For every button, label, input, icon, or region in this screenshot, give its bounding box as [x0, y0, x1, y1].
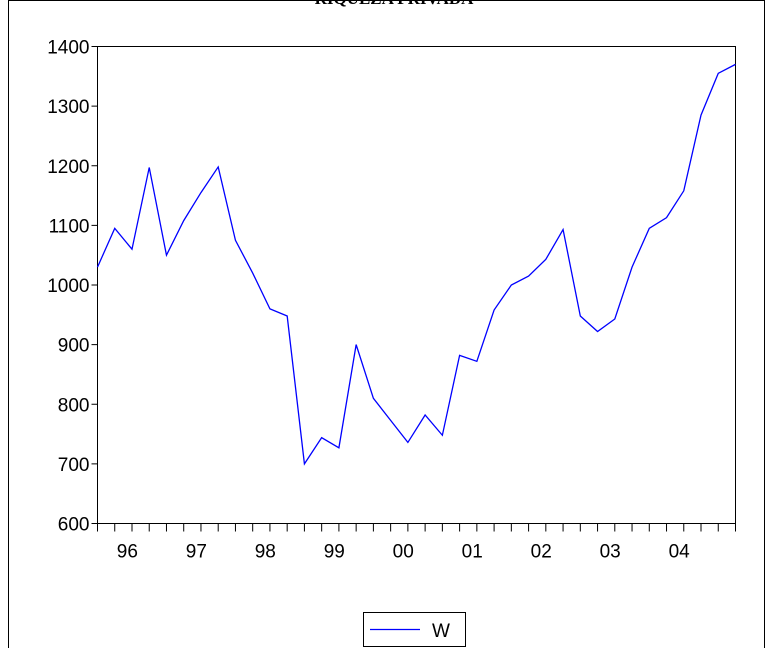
y-tick-label: 700	[58, 455, 90, 476]
frame	[8, 0, 765, 653]
y-tick-label: 1400	[47, 38, 89, 59]
y-tick-label: 600	[58, 515, 90, 536]
legend-label: W	[432, 621, 450, 642]
y-tick-label: 800	[58, 395, 90, 416]
y-tick-label: 900	[58, 336, 90, 357]
x-tick-label: 96	[117, 542, 138, 563]
plot-area	[97, 46, 736, 524]
x-tick-label: 03	[600, 542, 621, 563]
x-tick-label: 02	[531, 542, 552, 563]
x-tick-label: 01	[462, 542, 483, 563]
x-tick-label: 97	[186, 542, 207, 563]
x-tick-label: 98	[255, 542, 276, 563]
x-tick-label: 00	[393, 542, 414, 563]
chart-title: RIQUEZA PRIVADA	[315, 0, 475, 8]
x-tick-label: 99	[324, 542, 345, 563]
y-tick-label: 1200	[47, 157, 89, 178]
x-tick-label: 04	[669, 542, 691, 563]
y-tick-label: 1100	[49, 216, 90, 237]
y-tick-label: 1300	[47, 97, 89, 118]
y-tick-label: 1000	[47, 276, 89, 297]
line	[96, 63, 736, 466]
